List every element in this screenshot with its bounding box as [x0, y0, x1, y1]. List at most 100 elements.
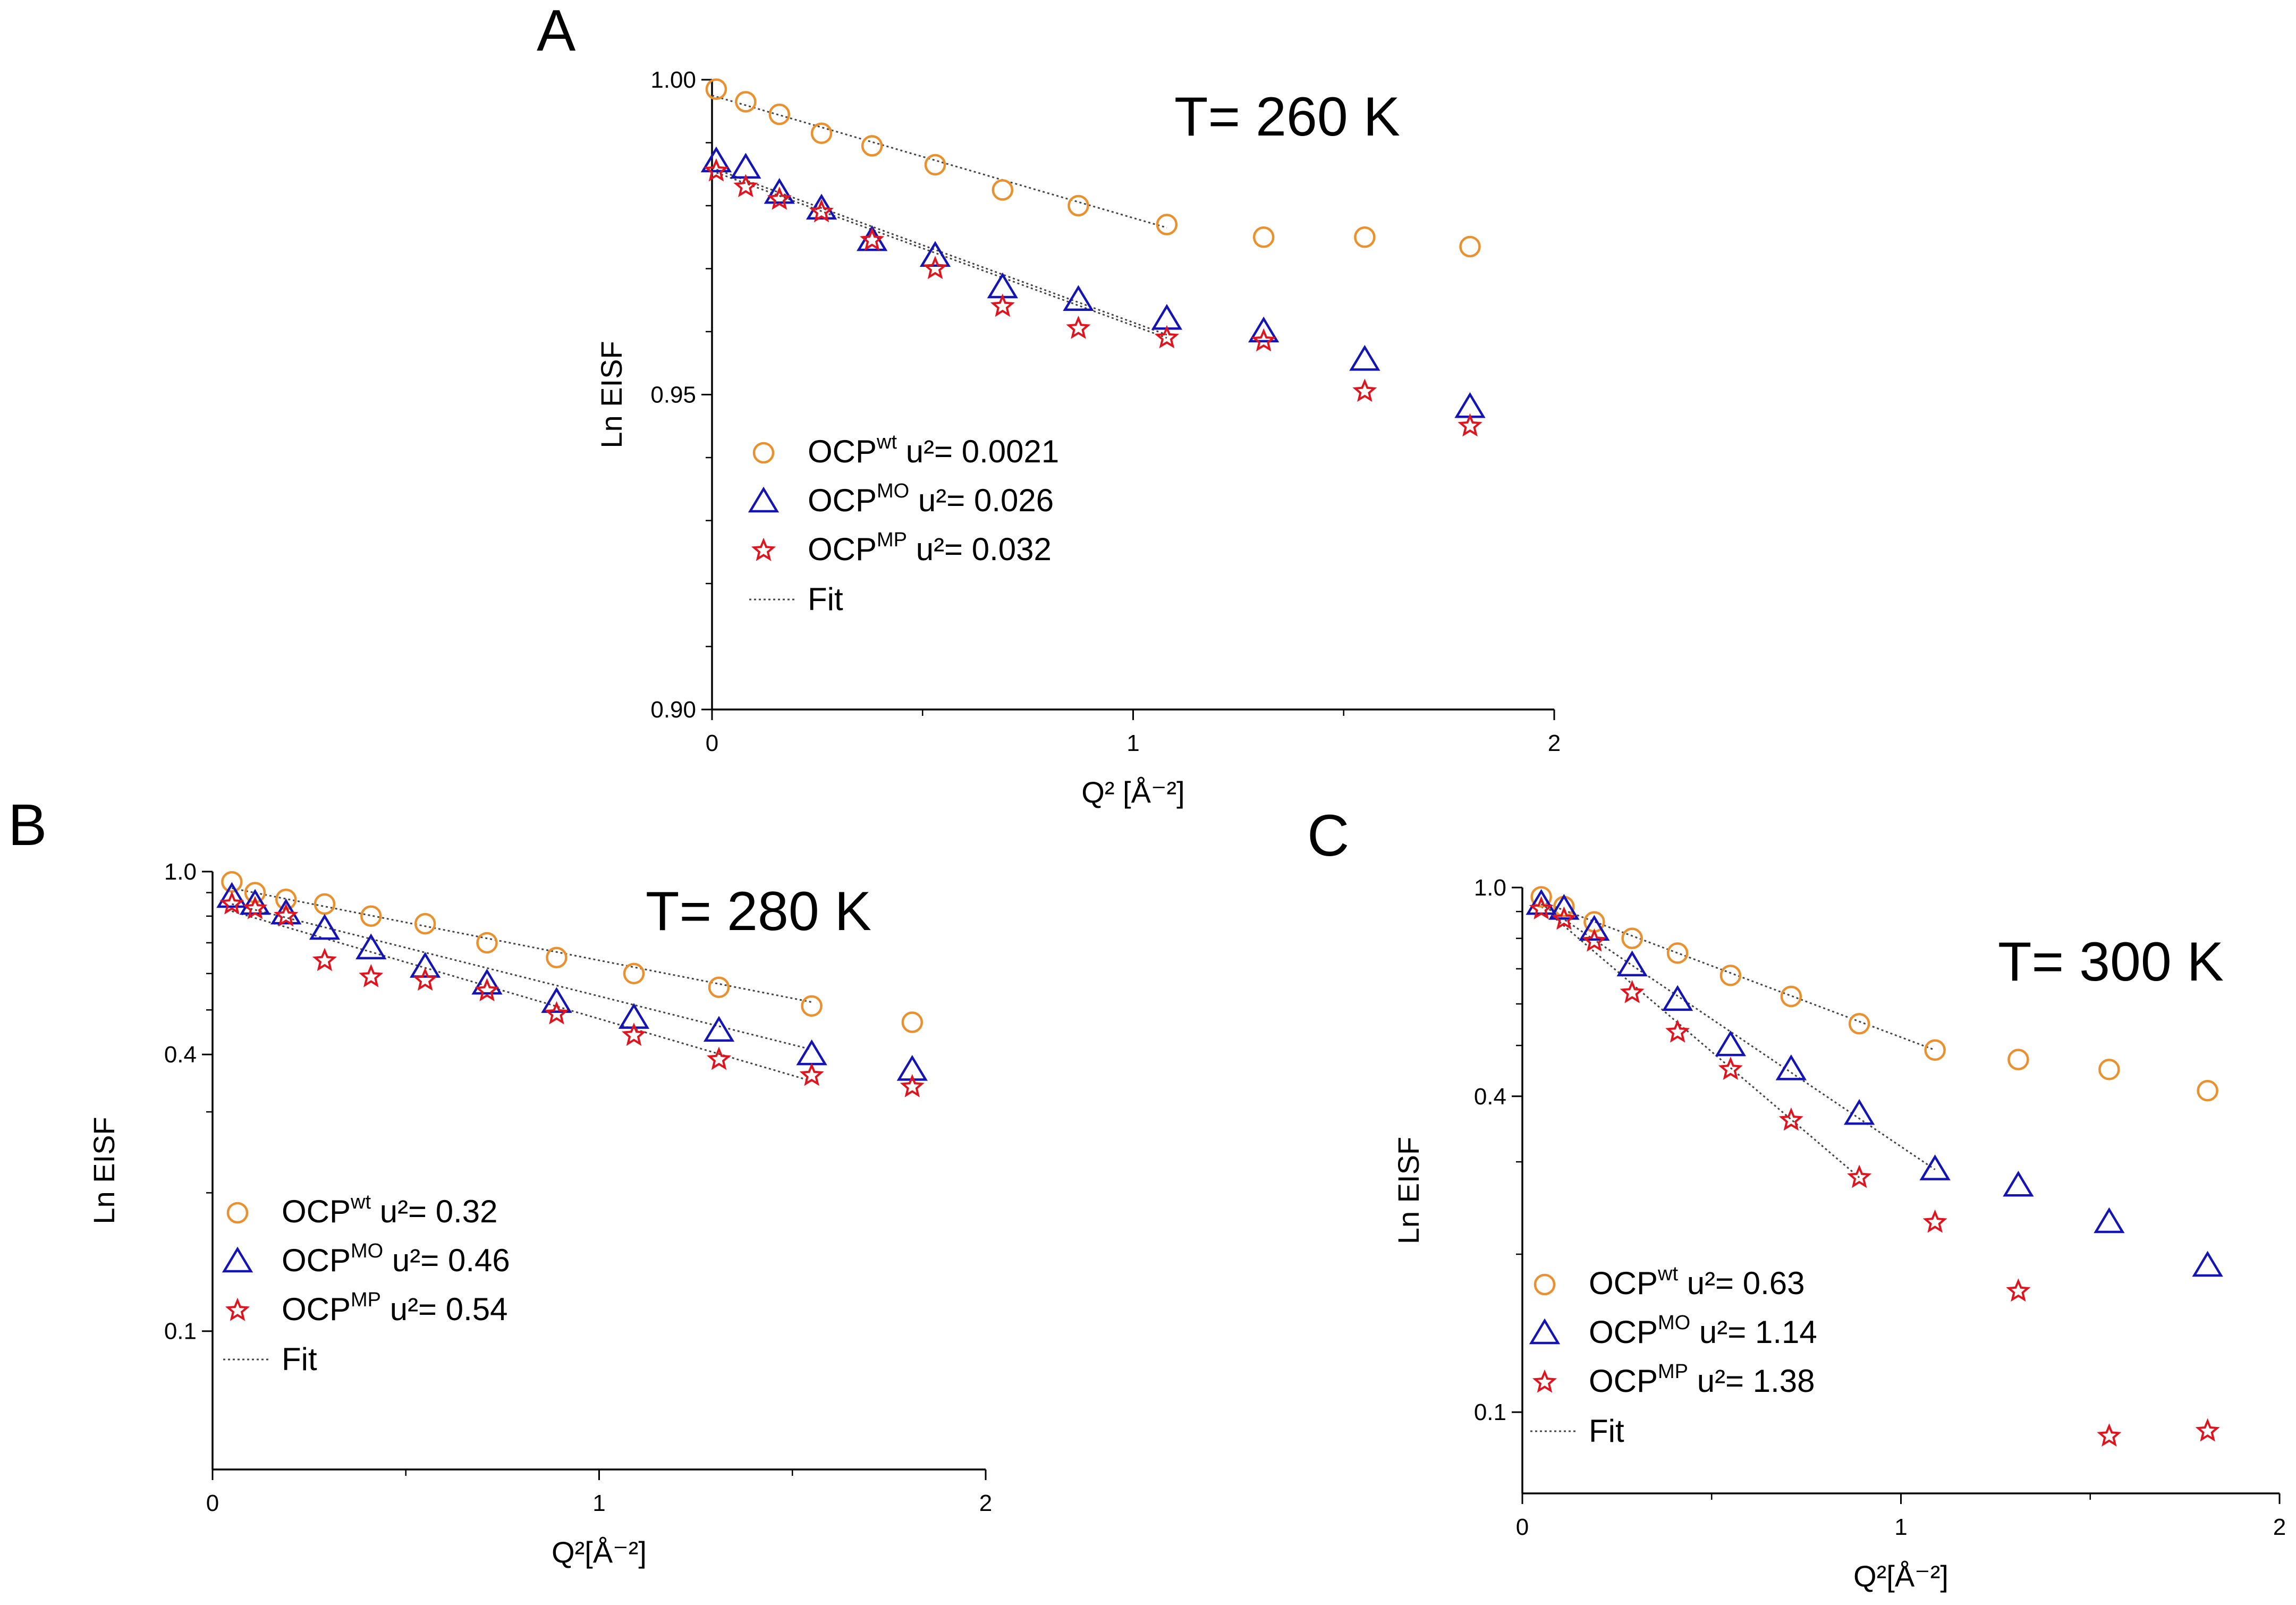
data-point-circle — [414, 913, 436, 935]
x-tick-label: 1 — [1126, 730, 1139, 756]
data-point-circle — [546, 947, 567, 969]
data-point-triangle — [1548, 894, 1580, 920]
x-tick-label: 0 — [1516, 1514, 1529, 1540]
legend-marker — [226, 1202, 249, 1224]
legend: OCPwt u²= 0.63 OCPMO u²= 1.14 OCPMP u²= 1.… — [1529, 1263, 1817, 1449]
legend: OCPwt u²= 0.32 OCPMO u²= 0.46 OCPMP u²= 0.… — [222, 1191, 510, 1377]
data-point-circle — [1459, 235, 1481, 258]
data-point-triangle — [471, 968, 503, 995]
legend-label: OCPMP u²= 0.54 — [282, 1289, 508, 1327]
data-point-triangle — [1715, 1030, 1747, 1057]
data-point-circle — [992, 179, 1014, 201]
data-point-circle — [1780, 985, 1802, 1008]
data-point-circle — [1252, 226, 1275, 248]
data-point-circle — [1848, 1013, 1870, 1035]
data-point-circle — [244, 882, 266, 903]
data-point-circle — [705, 78, 727, 100]
data-point-circle — [708, 976, 730, 998]
data-point-triangle — [1349, 344, 1380, 371]
data-point-star — [1922, 1209, 1947, 1233]
x-tick-label: 0 — [206, 1490, 219, 1516]
data-point-star — [704, 158, 728, 182]
data-point-circle — [1621, 927, 1643, 949]
y-tick-label: 0.95 — [650, 382, 696, 408]
data-point-triangle — [700, 146, 732, 173]
data-point-star — [1620, 979, 1645, 1003]
legend-fit-label: Fit — [282, 1341, 317, 1377]
data-point-triangle — [1775, 1054, 1807, 1080]
legend-marker — [1532, 1369, 1557, 1393]
y-axis-label: Ln EISF — [87, 1117, 121, 1224]
data-point-circle — [735, 91, 757, 113]
data-point-star — [274, 903, 299, 927]
data-point-circle — [476, 932, 498, 954]
data-point-star — [219, 891, 244, 915]
data-point-triangle — [216, 882, 248, 908]
data-point-circle — [1067, 195, 1089, 217]
data-point-star — [1582, 928, 1607, 952]
data-point-star — [475, 978, 499, 1002]
data-point-circle — [810, 122, 833, 144]
fit-line — [711, 95, 1167, 229]
data-point-circle — [1530, 886, 1552, 908]
legend-marker — [752, 442, 775, 464]
y-tick-label: 0.4 — [1474, 1084, 1506, 1110]
data-point-star — [1847, 1164, 1872, 1188]
data-point-circle — [275, 889, 297, 910]
x-tick-label: 2 — [979, 1490, 992, 1516]
y-tick-label: 0.1 — [164, 1319, 197, 1345]
data-point-circle — [1156, 214, 1178, 235]
data-point-triangle — [703, 1016, 735, 1042]
data-point-circle — [768, 103, 791, 125]
data-point-triangle — [355, 933, 387, 960]
data-point-star — [2006, 1278, 2031, 1302]
data-point-star — [1352, 378, 1377, 402]
legend-marker — [748, 486, 780, 513]
data-point-triangle — [2094, 1207, 2125, 1234]
data-point-star — [733, 174, 758, 198]
x-axis-label: Q²[Å⁻²] — [552, 1535, 647, 1569]
chart-title: T= 260 K — [1174, 86, 1400, 148]
data-point-triangle — [2192, 1251, 2223, 1277]
data-point-triangle — [1843, 1099, 1875, 1125]
chart-panel-b: B T= 280 K 0 1 2 0.1 0.4 1.0 Q²[Å⁻²] Ln EISF OCPwt… — [8, 792, 992, 1569]
data-point-triangle — [764, 178, 795, 204]
y-tick-label: 0.4 — [164, 1042, 197, 1068]
data-point-triangle — [309, 914, 341, 940]
data-point-circle — [2098, 1059, 2120, 1080]
data-point-triangle — [806, 193, 837, 220]
fit-line — [711, 170, 1167, 339]
fit-line — [1540, 903, 1936, 1170]
data-point-circle — [360, 905, 382, 927]
data-point-circle — [1719, 965, 1742, 986]
panel-letter: B — [8, 792, 47, 858]
legend-marker — [222, 1246, 253, 1273]
data-point-star — [413, 967, 438, 991]
data-point-star — [1066, 315, 1091, 339]
legend-marker — [751, 537, 776, 561]
data-point-star — [1251, 328, 1276, 352]
data-point-star — [1154, 325, 1179, 349]
data-point-star — [1718, 1057, 1743, 1080]
y-axis-label: Ln EISF — [595, 341, 628, 448]
y-tick-label: 1.0 — [1474, 875, 1506, 901]
legend-label: OCPwt u²= 0.32 — [282, 1191, 498, 1229]
data-point-triangle — [1579, 915, 1610, 941]
x-axis-label: Q²[Å⁻²] — [1853, 1559, 1948, 1593]
legend-label: OCPwt u²= 0.63 — [1589, 1263, 1805, 1301]
data-point-star — [1665, 1019, 1690, 1043]
y-tick-label: 1.00 — [650, 67, 696, 93]
y-tick-label: 0.90 — [650, 697, 696, 723]
panel-letter: C — [1307, 803, 1349, 868]
data-point-star — [312, 948, 337, 972]
x-tick-label: 2 — [2273, 1514, 2286, 1540]
legend-marker — [1529, 1318, 1561, 1345]
data-point-triangle — [541, 987, 572, 1013]
data-point-star — [900, 1074, 925, 1097]
data-point-circle — [924, 154, 946, 176]
chart-panel-c: C T= 300 K 0 1 2 0.1 0.4 1.0 Q²[Å⁻²] Ln EISF OCPwt… — [1307, 803, 2286, 1593]
data-point-triangle — [1616, 950, 1648, 977]
data-point-star — [990, 293, 1015, 317]
data-point-triangle — [1063, 285, 1094, 311]
